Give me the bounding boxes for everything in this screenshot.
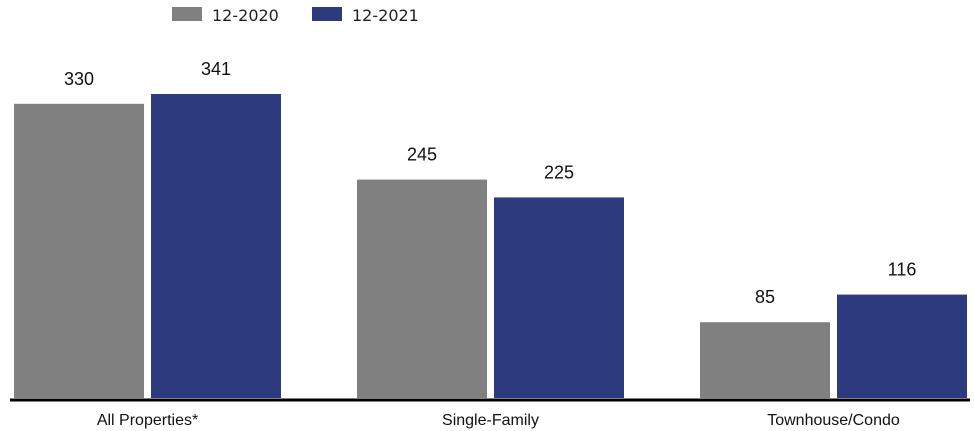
bars-group — [14, 94, 967, 398]
bar-1-2 — [357, 179, 487, 398]
value-label-2-3: 116 — [888, 260, 917, 280]
legend-item-series-1: 12-2020 — [172, 6, 279, 25]
legend-swatch-series-2 — [312, 7, 342, 21]
category-labels-group: All Properties* Single-Family Townhouse/Co… — [97, 412, 900, 429]
legend-label-series-2: 12-2021 — [352, 6, 419, 25]
bar-1-1 — [14, 103, 144, 398]
bar-2-3 — [837, 294, 967, 398]
value-label-1-1: 330 — [64, 69, 94, 89]
category-label-2: Single-Family — [442, 412, 539, 429]
category-label-1: All Properties* — [97, 412, 198, 429]
value-label-2-2: 225 — [544, 162, 574, 182]
value-label-2-1: 341 — [201, 59, 231, 79]
value-label-1-2: 245 — [407, 145, 437, 165]
legend-label-series-1: 12-2020 — [212, 6, 279, 25]
legend-swatch-series-1 — [172, 7, 202, 21]
value-label-1-3: 85 — [755, 287, 775, 307]
bar-2-1 — [151, 94, 281, 398]
category-label-3: Townhouse/Condo — [767, 412, 900, 429]
value-labels-group: 330 341 245 225 85 116 — [64, 59, 916, 307]
bar-1-3 — [700, 322, 830, 398]
legend: 12-2020 12-2021 — [172, 6, 419, 25]
bar-2-2 — [494, 197, 624, 398]
legend-item-series-2: 12-2021 — [312, 6, 419, 25]
